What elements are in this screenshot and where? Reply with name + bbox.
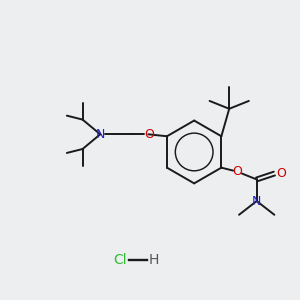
Text: N: N bbox=[252, 194, 261, 208]
Text: O: O bbox=[144, 128, 154, 141]
Text: O: O bbox=[232, 165, 242, 178]
Text: O: O bbox=[276, 167, 286, 180]
Text: Cl: Cl bbox=[114, 253, 128, 267]
Text: H: H bbox=[149, 253, 159, 267]
Text: N: N bbox=[95, 128, 105, 141]
